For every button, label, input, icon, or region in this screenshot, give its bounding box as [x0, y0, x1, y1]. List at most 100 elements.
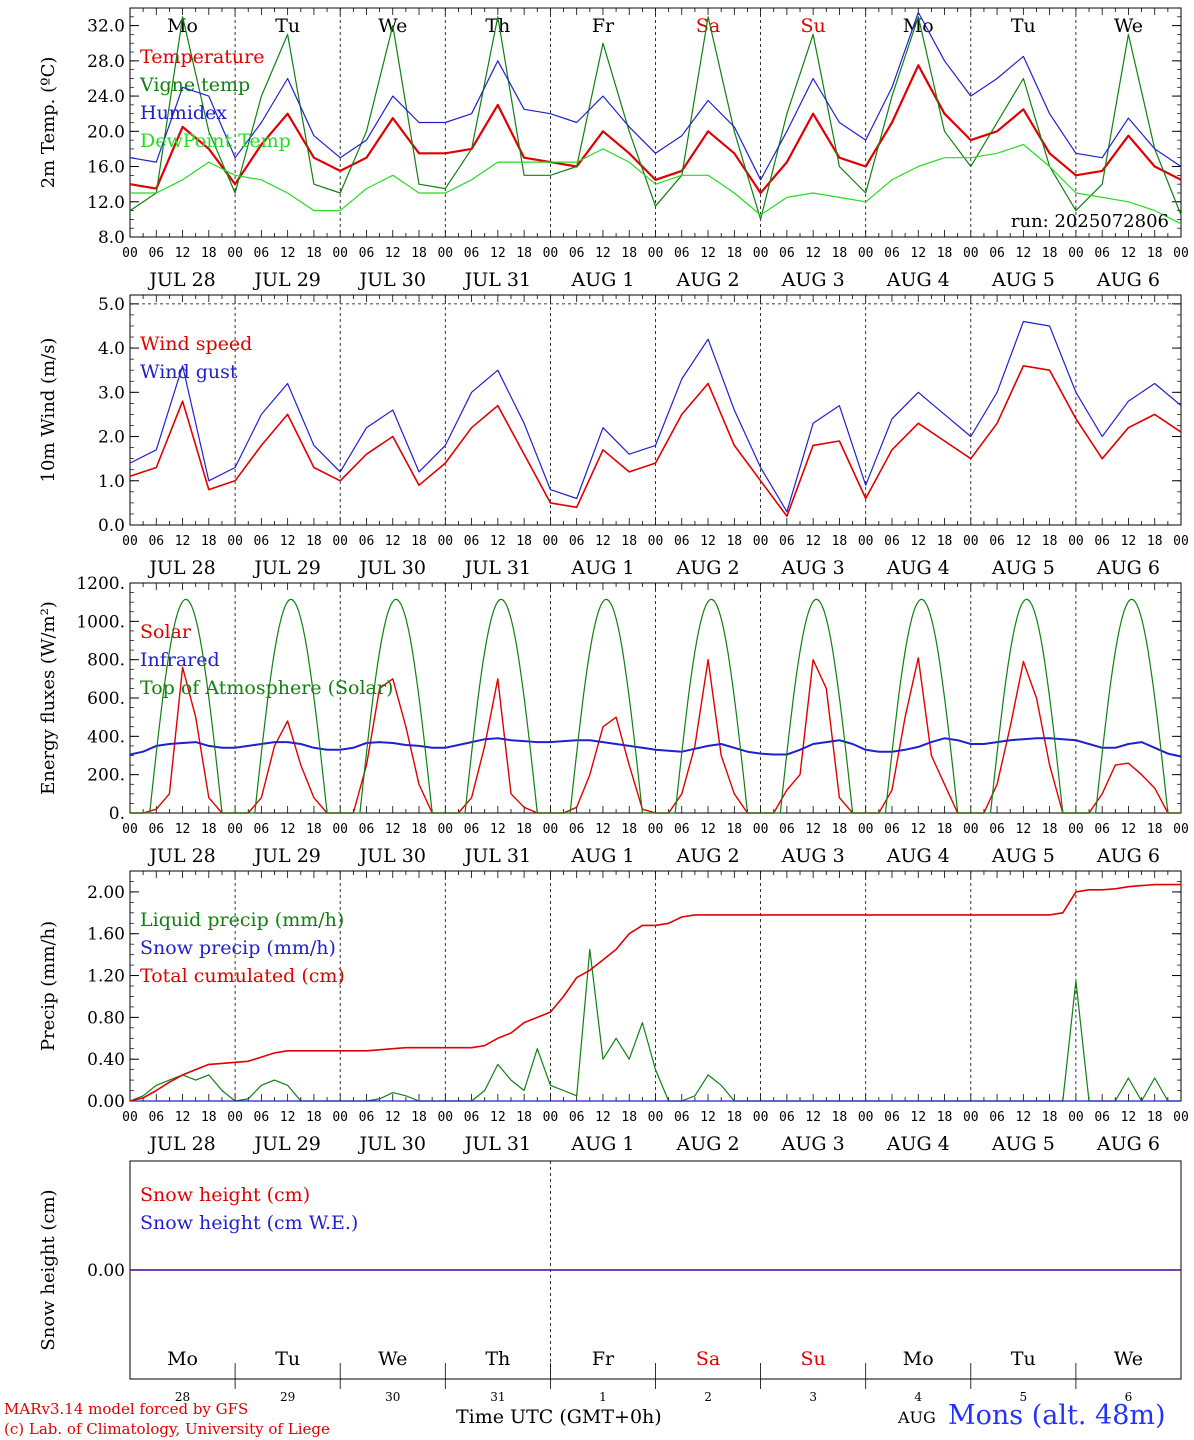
hour-tick-label: 06	[674, 1110, 690, 1125]
hour-tick-label: 00	[648, 1110, 664, 1125]
date-label: AUG 1	[570, 1133, 634, 1155]
date-label: JUL 28	[147, 1133, 215, 1155]
hour-tick-label: 00	[648, 534, 664, 549]
hour-tick-label: 18	[726, 822, 742, 837]
hour-tick-label: 12	[805, 822, 821, 837]
hour-tick-label: 00	[437, 534, 453, 549]
hour-tick-label: 12	[1016, 822, 1032, 837]
y-axis-label: Snow height (cm)	[38, 1189, 59, 1350]
y-axis-label: Precip (mm/h)	[38, 921, 59, 1051]
y-tick-label: 0.00	[87, 1092, 125, 1112]
series-line	[129, 16, 1182, 220]
hour-tick-label: 18	[516, 822, 532, 837]
y-tick-label: 1200.	[76, 574, 125, 594]
hour-tick-label: 06	[254, 822, 270, 837]
date-label: JUL 30	[358, 557, 426, 579]
day-number-label: 5	[1020, 1390, 1028, 1404]
series-line	[130, 598, 1181, 814]
hour-tick-label: 12	[910, 822, 926, 837]
hour-tick-label: 12	[280, 534, 296, 549]
hour-tick-label: 12	[175, 534, 191, 549]
day-number-label: 1	[599, 1390, 607, 1404]
weekday-label: We	[1114, 15, 1143, 37]
date-label: AUG 5	[991, 845, 1055, 867]
weekday-label: Tu	[275, 15, 300, 37]
y-tick-label: 400.	[87, 727, 125, 747]
date-label: AUG 2	[676, 557, 740, 579]
hour-tick-label: 12	[1121, 1110, 1137, 1125]
hour-tick-label: 12	[490, 822, 506, 837]
hour-tick-label: 06	[148, 1110, 164, 1125]
legend-entry: Solar	[140, 621, 192, 643]
hour-tick-label: 12	[595, 1110, 611, 1125]
hour-tick-label: 06	[254, 534, 270, 549]
time-axis-label: Time UTC (GMT+0h)	[456, 1406, 662, 1428]
weekday-label: Fr	[592, 1348, 615, 1370]
hour-tick-label: 18	[832, 1110, 848, 1125]
hour-tick-label: 18	[726, 1110, 742, 1125]
hour-tick-label: 18	[411, 534, 427, 549]
y-tick-label: 800.	[87, 651, 125, 671]
date-label: AUG 4	[886, 557, 950, 579]
hour-tick-label: 06	[884, 822, 900, 837]
hour-tick-label: 12	[700, 822, 716, 837]
date-label: AUG 4	[886, 269, 950, 291]
hour-tick-label: 12	[805, 246, 821, 261]
hour-tick-label: 12	[280, 246, 296, 261]
y-tick-label: 3.0	[98, 383, 125, 403]
y-tick-label: 1000.	[76, 612, 125, 632]
date-label: JUL 29	[252, 557, 320, 579]
hour-tick-label: 06	[884, 1110, 900, 1125]
date-label: AUG 3	[781, 1133, 845, 1155]
legend-entry: Humidex	[140, 102, 227, 124]
hour-tick-label: 06	[148, 534, 164, 549]
hour-tick-label: 00	[963, 822, 979, 837]
hour-tick-label: 00	[963, 246, 979, 261]
hour-tick-label: 18	[832, 246, 848, 261]
legend-entry: Vigne temp	[139, 74, 250, 96]
legend-entry: Total cumulated (cm)	[140, 965, 345, 987]
date-label: AUG 3	[781, 269, 845, 291]
hour-tick-label: 12	[910, 246, 926, 261]
hour-tick-label: 00	[1173, 246, 1189, 261]
hour-tick-label: 06	[148, 822, 164, 837]
hour-tick-label: 18	[937, 822, 953, 837]
date-label: AUG 4	[886, 845, 950, 867]
hour-tick-label: 12	[1016, 534, 1032, 549]
hour-tick-label: 18	[1147, 246, 1163, 261]
legend-entry: DewPoint Temp	[140, 130, 291, 152]
hour-tick-label: 00	[858, 1110, 874, 1125]
hour-tick-label: 00	[1068, 534, 1084, 549]
hour-tick-label: 00	[227, 822, 243, 837]
hour-tick-label: 00	[543, 822, 559, 837]
hour-tick-label: 00	[858, 822, 874, 837]
date-label: JUL 28	[147, 845, 215, 867]
legend-entry: Wind gust	[140, 361, 238, 383]
y-axis-label: 10m Wind (m/s)	[38, 338, 59, 483]
hour-tick-label: 00	[753, 822, 769, 837]
y-tick-label: 2.00	[87, 883, 125, 903]
hour-tick-label: 00	[753, 1110, 769, 1125]
y-tick-label: 28.0	[87, 52, 125, 72]
series-line	[129, 64, 1182, 195]
day-number-label: 4	[914, 1390, 922, 1404]
hour-tick-label: 06	[359, 246, 375, 261]
y-tick-label: 1.0	[98, 472, 125, 492]
y-tick-label: 200.	[87, 766, 125, 786]
date-label: AUG 5	[991, 269, 1055, 291]
hour-tick-label: 12	[910, 1110, 926, 1125]
hour-tick-label: 18	[937, 246, 953, 261]
hour-tick-label: 18	[621, 534, 637, 549]
y-tick-label: 0.80	[87, 1008, 125, 1028]
hour-tick-label: 12	[595, 246, 611, 261]
hour-tick-label: 18	[306, 822, 322, 837]
hour-tick-label: 18	[1042, 822, 1058, 837]
hour-tick-label: 18	[937, 1110, 953, 1125]
hour-tick-label: 18	[832, 534, 848, 549]
date-label: AUG 5	[991, 557, 1055, 579]
day-number-label: 31	[490, 1390, 505, 1404]
date-label: AUG 3	[781, 845, 845, 867]
hour-tick-label: 12	[490, 1110, 506, 1125]
hour-tick-label: 12	[1121, 822, 1137, 837]
hour-tick-label: 00	[963, 1110, 979, 1125]
